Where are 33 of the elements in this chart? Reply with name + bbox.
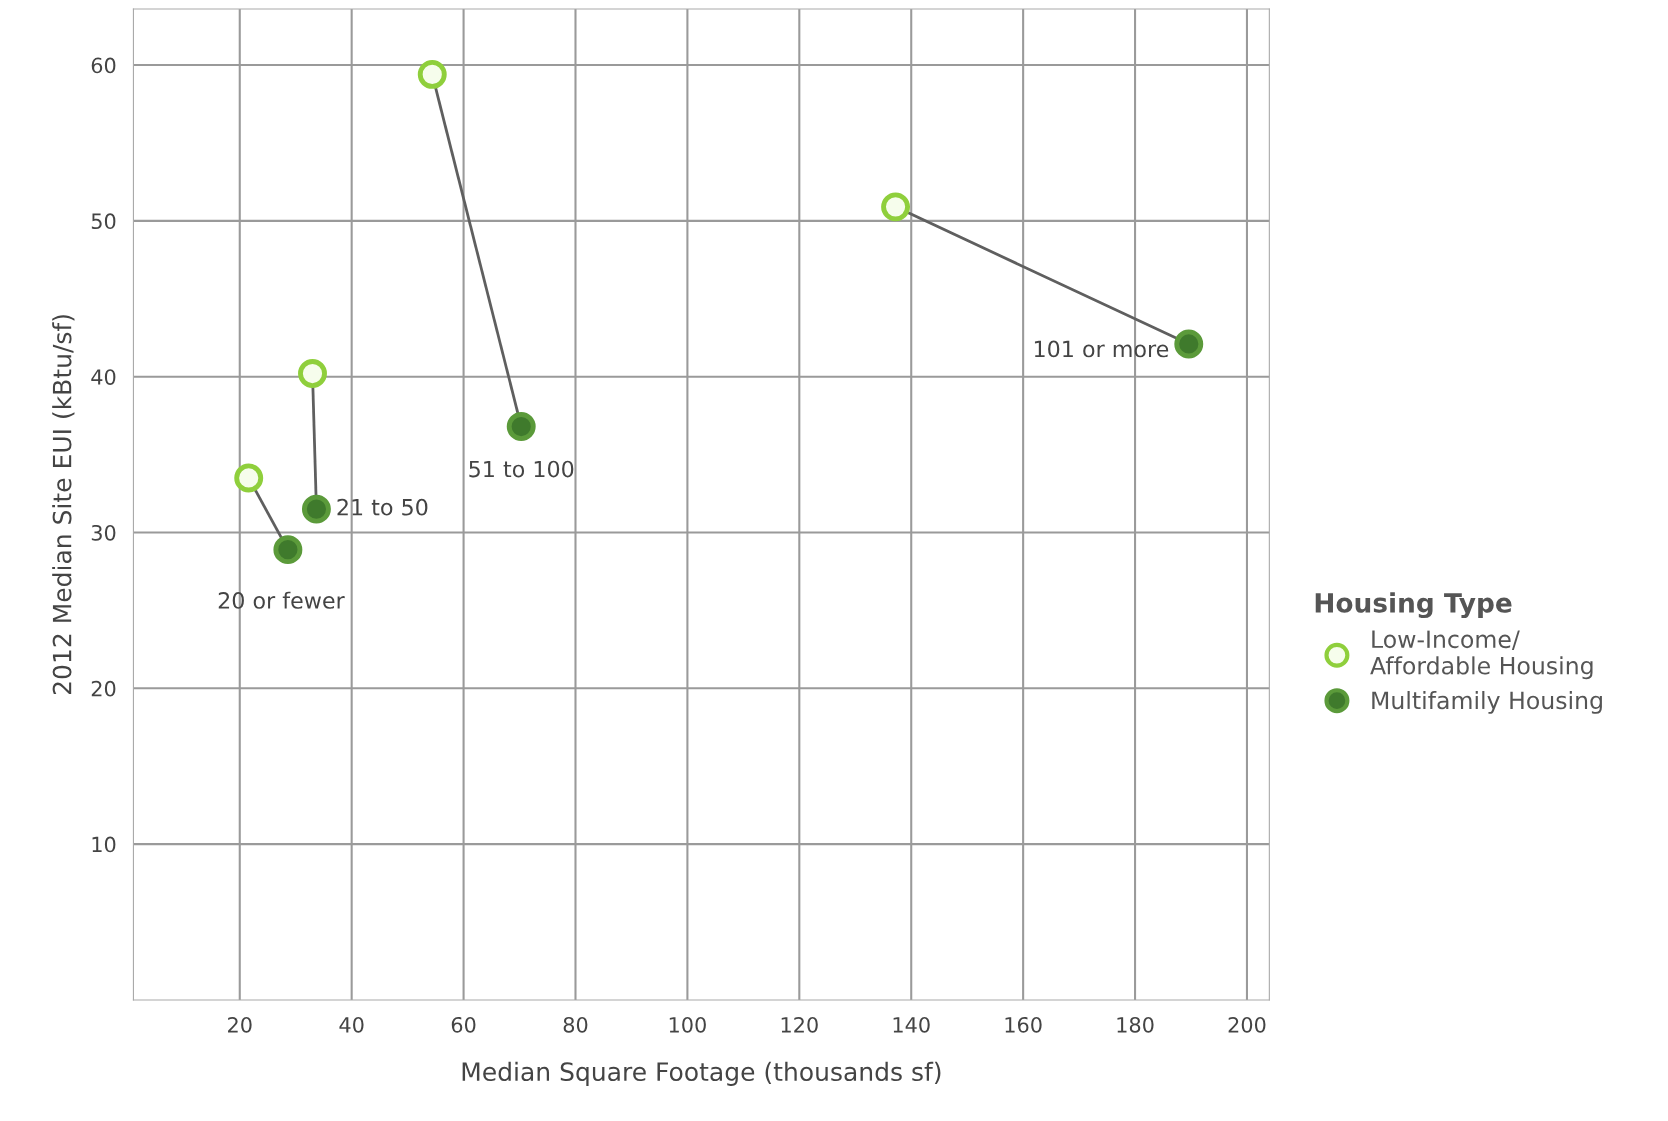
- legend-title: Housing Type: [1315, 592, 1512, 619]
- x-tick-label: 60: [451, 1016, 476, 1033]
- x-tick-label: 80: [563, 1016, 588, 1033]
- point: [298, 359, 327, 389]
- y-tick-label: 40: [91, 369, 116, 385]
- x-tick-label: 120: [781, 1016, 818, 1033]
- x-tick-label: 160: [1005, 1016, 1042, 1033]
- x-tick-label: 40: [339, 1016, 364, 1033]
- x-tick-label: 200: [1228, 1016, 1266, 1033]
- annotation: 20 or fewer: [218, 591, 345, 609]
- y-tick-label: 10: [92, 836, 116, 853]
- x-tick-label: 100: [669, 1016, 706, 1033]
- point: [1174, 329, 1204, 359]
- legend-label: Low-Income/ Affordable Housing: [1370, 630, 1593, 680]
- y-tick-label: 30: [91, 524, 116, 541]
- point: [506, 412, 536, 441]
- x-tick-label: 180: [1117, 1016, 1154, 1033]
- point: [234, 463, 264, 493]
- point: [417, 59, 447, 89]
- x-tick-label: 140: [893, 1016, 930, 1033]
- annotation: 51 to 100: [469, 460, 574, 478]
- annotation: 21 to 50: [337, 498, 428, 516]
- point: [273, 535, 303, 565]
- y-tick-label: 60: [91, 57, 116, 74]
- x-tick-label: 20: [228, 1016, 252, 1033]
- y-axis-title: 2012 Median Site EUI (kBtu/sf): [52, 315, 75, 695]
- x-axis-title: Median Square Footage (thousands sf): [462, 1061, 941, 1086]
- point: [881, 192, 911, 222]
- y-tick-label: 50: [91, 213, 116, 230]
- annotation: 101 or more: [1034, 340, 1169, 358]
- legend-label: Multifamily Housing: [1372, 690, 1602, 714]
- y-tick-label: 20: [91, 680, 116, 697]
- point: [301, 494, 331, 524]
